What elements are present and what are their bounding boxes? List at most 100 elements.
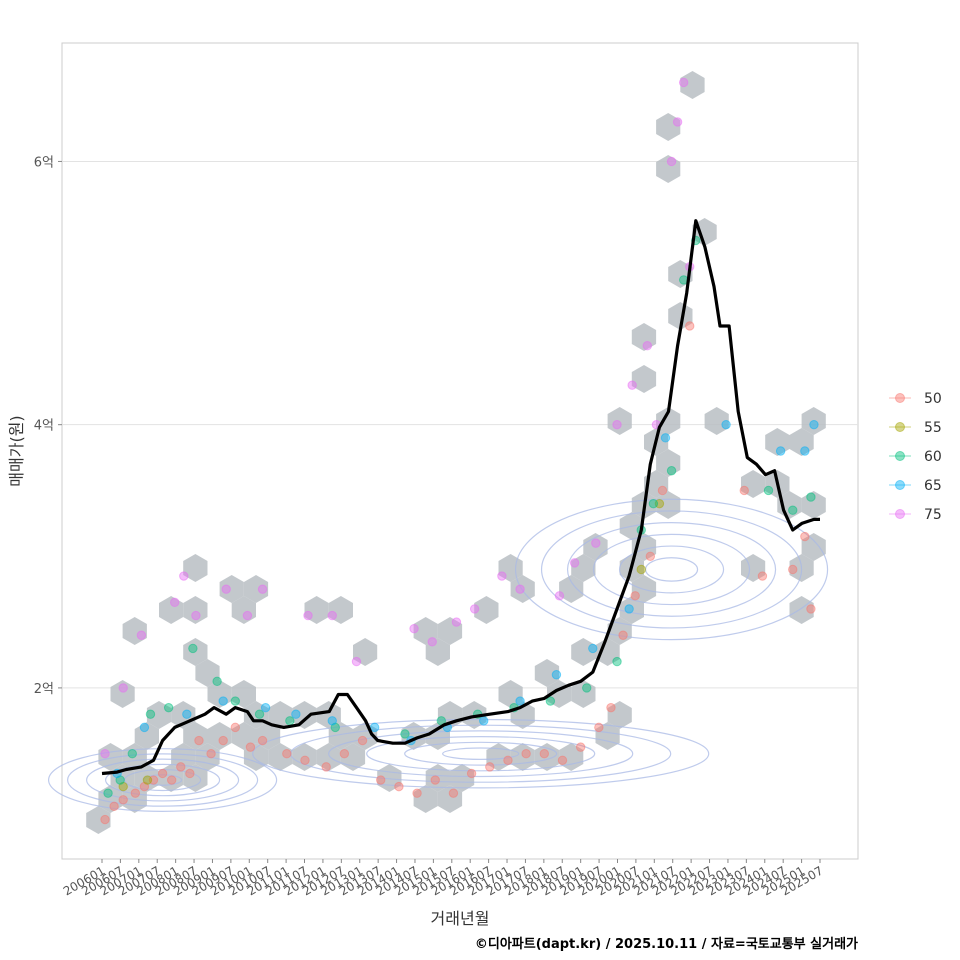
hex-bin <box>328 596 353 624</box>
point-size-65 <box>327 716 337 726</box>
point-size-50 <box>466 768 477 779</box>
point-size-75 <box>427 637 437 647</box>
hexbin-layer <box>86 71 826 834</box>
contour-line <box>104 763 221 797</box>
point-size-75 <box>179 571 189 581</box>
point-size-50 <box>788 564 798 575</box>
point-size-75 <box>627 380 637 390</box>
point-size-75 <box>191 610 201 621</box>
hex-bin <box>789 428 814 456</box>
point-size-50 <box>245 742 256 752</box>
y-tick-label: 6억 <box>34 155 54 170</box>
hex-bin <box>122 617 147 645</box>
point-size-65 <box>624 604 634 614</box>
hex-bin <box>159 596 184 624</box>
contour-line <box>592 533 751 606</box>
contour-line <box>442 747 520 761</box>
point-size-75 <box>469 604 480 614</box>
point-size-75 <box>554 591 565 601</box>
contour-line <box>85 758 240 802</box>
contour-line <box>366 736 596 772</box>
hex-bin <box>183 722 208 750</box>
legend-key-dot <box>895 509 905 519</box>
caption: ©디아파트(dapt.kr) / 2025.10.11 / 자료=국토교통부 실… <box>475 936 858 952</box>
hex-bin <box>243 575 269 603</box>
hex-bin <box>183 554 208 582</box>
x-axis-title: 거래년월 <box>431 909 490 928</box>
hex-bin <box>425 638 450 666</box>
y-tick-label: 2억 <box>34 682 54 697</box>
point-size-75 <box>136 630 147 640</box>
point-size-50 <box>394 781 404 792</box>
point-size-60 <box>545 696 556 706</box>
point-size-50 <box>806 604 816 614</box>
hex-bin <box>656 491 681 519</box>
point-size-75 <box>497 571 507 581</box>
point-size-50 <box>539 749 550 759</box>
point-size-50 <box>257 735 268 746</box>
contour-line <box>514 498 829 641</box>
legend-key-dot <box>895 451 905 461</box>
point-size-50 <box>657 485 668 496</box>
point-size-65 <box>660 433 671 443</box>
hex-bin <box>425 764 450 792</box>
hex-bin <box>789 596 814 624</box>
hex-bin <box>146 701 172 729</box>
hex-bin <box>413 785 438 813</box>
point-size-50 <box>230 722 240 733</box>
point-size-75 <box>100 749 110 759</box>
hex-bin <box>256 722 281 750</box>
point-size-50 <box>800 531 810 542</box>
point-size-65 <box>800 446 810 456</box>
point-size-50 <box>606 702 616 713</box>
point-size-50 <box>282 749 292 759</box>
contour-line <box>404 741 558 766</box>
point-size-50 <box>557 755 568 765</box>
point-size-50 <box>448 788 459 798</box>
point-size-75 <box>303 610 313 621</box>
point-size-75 <box>678 77 689 88</box>
point-size-75 <box>257 584 268 594</box>
hex-bin <box>437 785 463 813</box>
legend-label: 55 <box>924 420 942 436</box>
hex-bin <box>571 554 596 582</box>
hex-bin <box>801 407 826 435</box>
point-size-55 <box>636 564 646 575</box>
point-size-60 <box>103 788 113 798</box>
point-size-50 <box>339 749 350 759</box>
legend-key-dot <box>895 393 905 403</box>
hex-bin <box>619 596 644 624</box>
point-size-50 <box>118 795 128 805</box>
point-size-50 <box>176 762 186 772</box>
hex-bin <box>571 680 596 708</box>
point-size-60 <box>400 729 410 739</box>
point-size-75 <box>327 610 337 621</box>
point-size-50 <box>757 571 768 581</box>
point-size-60 <box>612 656 622 667</box>
hex-bin <box>534 659 560 687</box>
legend-label: 60 <box>924 449 942 465</box>
point-size-50 <box>194 735 204 746</box>
point-size-50 <box>739 485 749 496</box>
hex-bin <box>668 260 693 288</box>
point-size-75 <box>612 419 622 430</box>
hex-bin <box>292 701 317 729</box>
point-size-65 <box>551 670 562 680</box>
point-size-75 <box>666 156 677 167</box>
point-size-75 <box>515 584 525 594</box>
point-size-50 <box>575 742 586 752</box>
legend-key-dot <box>895 422 905 432</box>
point-size-75 <box>451 617 462 627</box>
hex-bin <box>437 617 463 645</box>
point-size-60 <box>648 498 659 509</box>
point-size-65 <box>139 722 150 733</box>
point-size-65 <box>809 419 819 430</box>
point-size-65 <box>260 702 271 713</box>
legend-label: 75 <box>924 507 942 523</box>
point-size-50 <box>157 768 168 779</box>
point-size-50 <box>594 722 604 733</box>
hex-bin <box>498 680 523 708</box>
hex-bin <box>110 680 135 708</box>
point-size-50 <box>130 788 141 798</box>
